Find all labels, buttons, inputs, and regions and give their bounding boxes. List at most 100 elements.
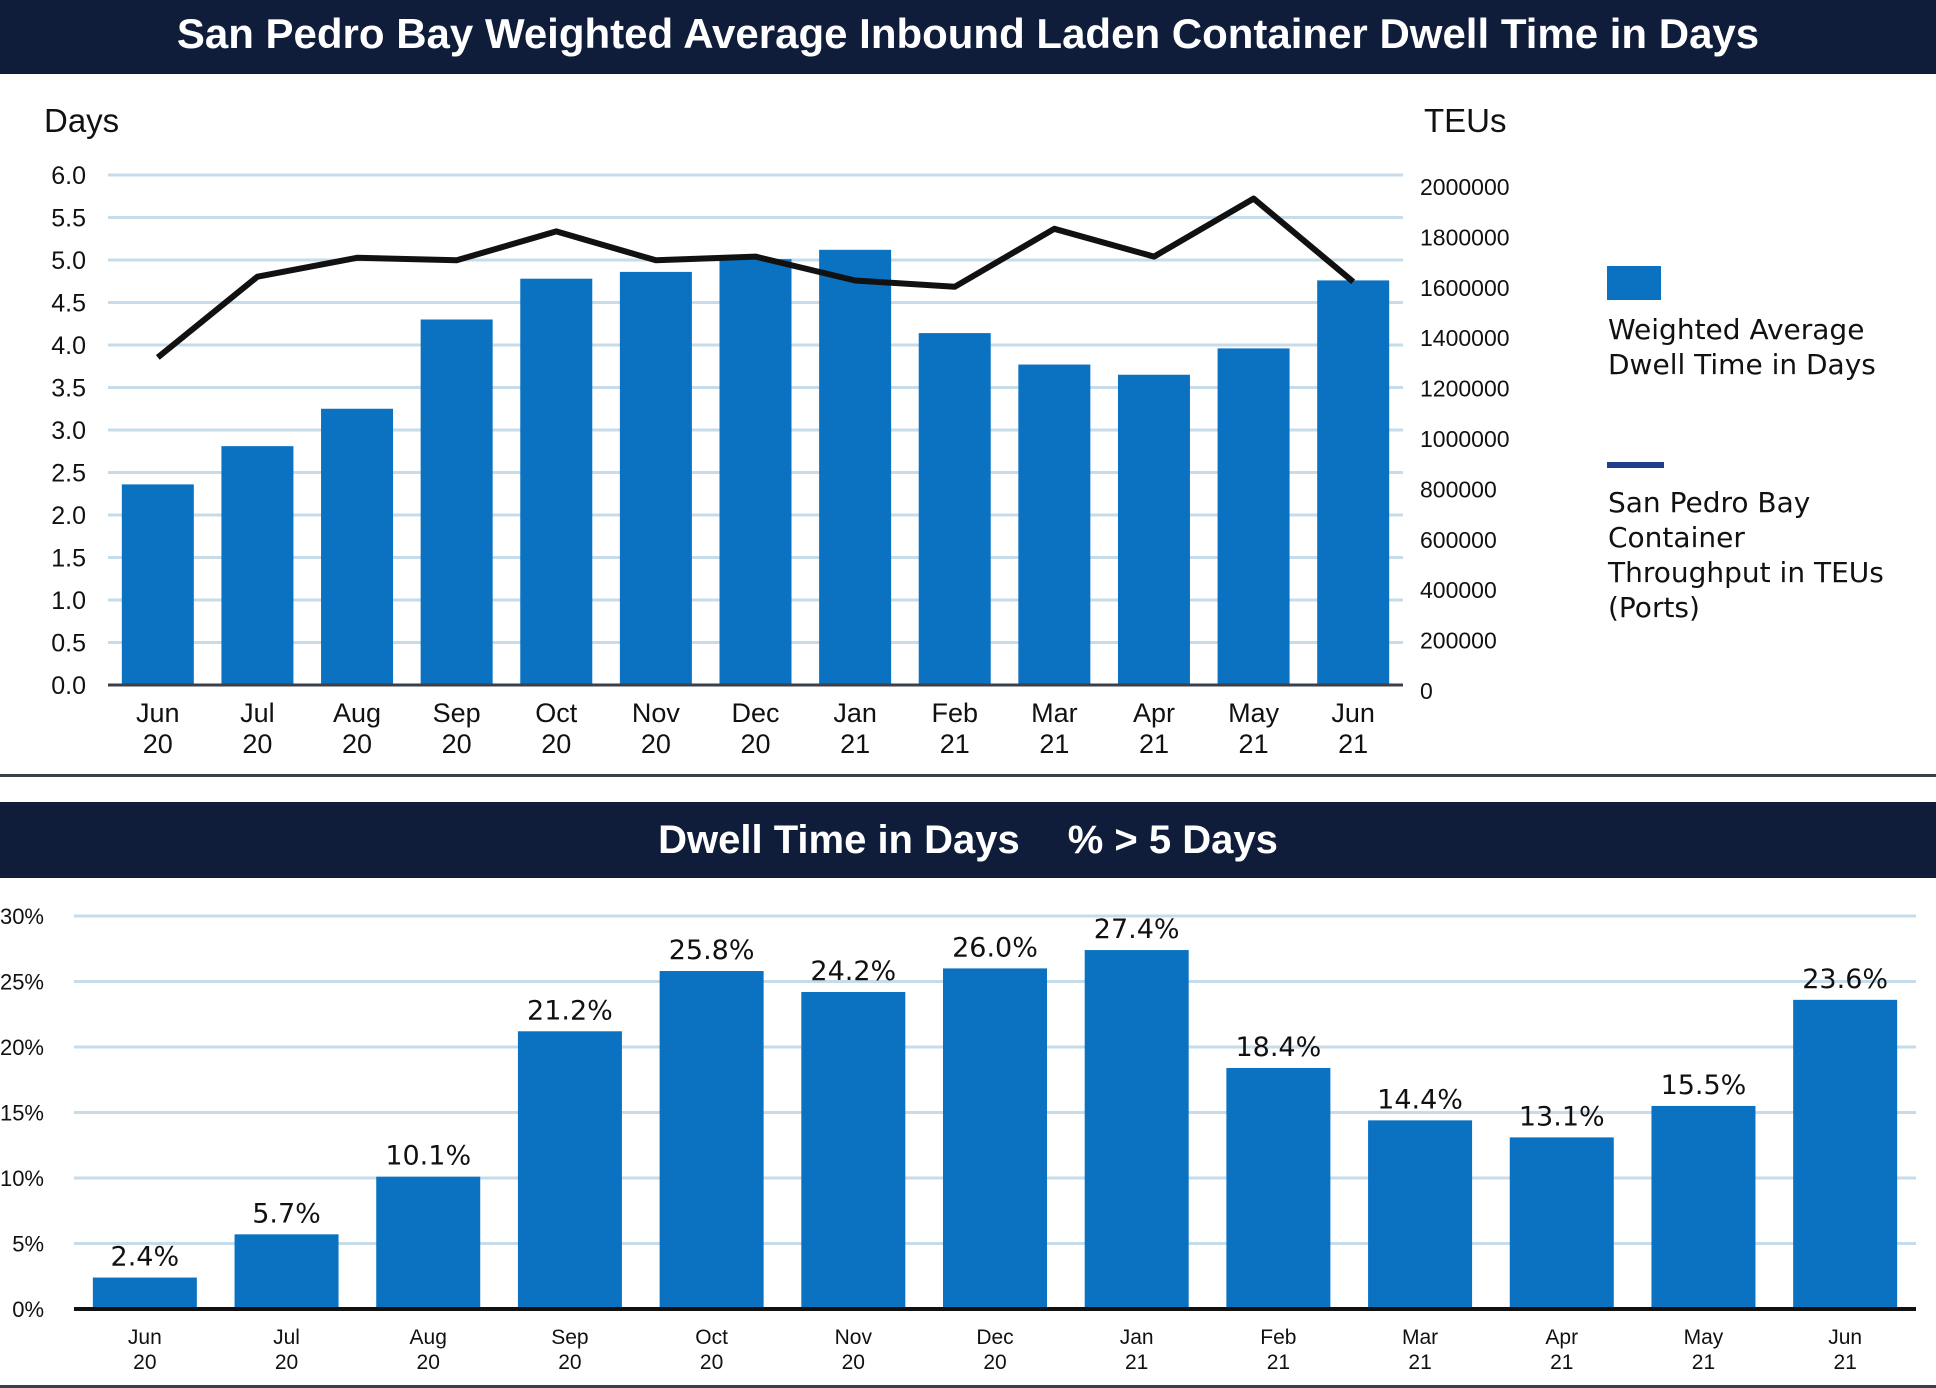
bar (719, 259, 792, 685)
data-label: 14.4% (1377, 1084, 1463, 1115)
bar (1651, 1105, 1756, 1309)
x-tick-label: Jan 21 (833, 698, 877, 759)
legend-swatch-teus (1607, 462, 1664, 468)
x-tick-label: Oct 20 (535, 698, 578, 759)
y-tick-label-right: 400000 (1420, 577, 1497, 603)
data-label: 18.4% (1235, 1032, 1321, 1063)
y-tick-label-left: 0.5 (51, 630, 86, 658)
y-tick-label-right: 2000000 (1420, 174, 1510, 200)
x-tick-label: Aug 20 (333, 698, 381, 759)
bar (918, 333, 991, 685)
x-tick-label: Feb 21 (1260, 1326, 1296, 1374)
bar (943, 968, 1047, 1309)
bar (1368, 1120, 1473, 1309)
x-tick-label: Oct 20 (695, 1326, 728, 1374)
data-label: 10.1% (385, 1141, 471, 1172)
x-tick-label: Nov 20 (632, 698, 681, 759)
y-tick-label: 0% (12, 1297, 44, 1322)
data-label: 2.4% (111, 1242, 180, 1273)
data-label: 25.8% (669, 935, 755, 966)
y-tick-label-left: 5.5 (51, 205, 86, 233)
dwell-percent-chart: 0% 5% 10% 15% 20% 25% 30% 2.4% 5.7% 10.1% 21.2% 25.… (0, 904, 1916, 1374)
bar (1317, 280, 1390, 685)
bar (1117, 374, 1190, 685)
y-tick-label: 25% (0, 970, 44, 995)
y-tick-label: 15% (0, 1101, 44, 1126)
y-tick-label: 10% (0, 1166, 44, 1191)
data-label: 5.7% (252, 1198, 321, 1229)
x-tick-label: Feb 21 (931, 698, 978, 759)
y-tick-label: 30% (0, 904, 44, 929)
y-tick-label: 5% (12, 1232, 44, 1257)
x-tick-label: Jun 21 (1828, 1326, 1862, 1374)
section-title: Dwell Time in Days (658, 818, 1020, 862)
y-tick-label-right: 0 (1420, 678, 1433, 704)
x-tick-label: Sep 20 (551, 1326, 588, 1374)
bar (92, 1277, 197, 1309)
y-tick-label-left: 1.0 (51, 587, 86, 615)
x-tick-label: Sep 20 (433, 698, 481, 759)
x-tick-label: Mar 21 (1031, 698, 1078, 759)
y-tick-label-left: 4.5 (51, 290, 86, 318)
x-tick-label: Jun 21 (1331, 698, 1375, 759)
y-tick-label-left: 2.0 (51, 502, 86, 530)
y-tick-label-left: 2.5 (51, 460, 86, 488)
data-label: 13.1% (1519, 1101, 1605, 1132)
y-tick-label-right: 1000000 (1420, 426, 1510, 452)
x-tick-label: May 21 (1228, 698, 1280, 759)
bar (121, 484, 194, 685)
y-tick-label-left: 4.0 (51, 332, 86, 360)
bar (819, 249, 892, 686)
bar (234, 1234, 339, 1309)
x-tick-label: Jun 20 (136, 698, 180, 759)
data-label: 21.2% (527, 995, 613, 1026)
x-tick-label: Jul 20 (273, 1326, 300, 1374)
section-divider (0, 774, 1936, 777)
bottom-rule (0, 1385, 1936, 1388)
dwell-throughput-chart: 0.0 0.5 1.0 1.5 2.0 2.5 3.0 3.5 4.0 4.5 5.0 5.5 6.0 0… (44, 102, 1664, 759)
legend-label-teus: San Pedro Bay Container Throughput in TE… (1608, 486, 1884, 624)
bar (659, 971, 764, 1309)
legend-swatch-dwell (1607, 266, 1661, 300)
y-tick-label-left: 6.0 (51, 162, 86, 190)
x-tick-label: Jul 20 (240, 698, 275, 759)
chart-title: San Pedro Bay Weighted Average Inbound L… (0, 0, 1936, 74)
bar (221, 446, 294, 685)
y-tick-label-right: 1400000 (1420, 325, 1510, 351)
y-tick-label-right: 200000 (1420, 628, 1497, 654)
bar (1226, 1067, 1331, 1309)
data-label: 24.2% (810, 956, 896, 987)
x-tick-label: May 21 (1684, 1326, 1724, 1374)
x-tick-label: Dec 20 (976, 1326, 1013, 1374)
y-tick-label: 20% (0, 1035, 44, 1060)
y-tick-label-right: 1800000 (1420, 224, 1510, 250)
x-tick-label: Apr 21 (1545, 1326, 1578, 1374)
data-label: 23.6% (1802, 964, 1888, 995)
bar (321, 408, 394, 685)
legend-label-dwell: Weighted Average Dwell Time in Days (1608, 313, 1876, 381)
bar (619, 271, 692, 685)
y-axis-title-right: TEUs (1424, 102, 1507, 139)
x-tick-label: Dec 20 (731, 698, 779, 759)
y-tick-label-right: 800000 (1420, 476, 1497, 502)
y-tick-label-left: 3.0 (51, 417, 86, 445)
section-subtitle: % > 5 Days (1067, 818, 1278, 862)
bar (1084, 950, 1189, 1309)
bar (517, 1031, 622, 1309)
x-tick-label: Nov 20 (835, 1326, 873, 1374)
data-label: 15.5% (1661, 1070, 1747, 1101)
data-label: 26.0% (952, 932, 1038, 963)
x-tick-label: Aug 20 (410, 1326, 447, 1374)
y-tick-label-left: 3.5 (51, 375, 86, 403)
bar (376, 1176, 481, 1309)
bar (520, 278, 593, 685)
bar (1509, 1137, 1614, 1309)
bar (420, 319, 493, 685)
bar (1793, 999, 1898, 1309)
y-tick-label-left: 5.0 (51, 247, 86, 275)
bar (801, 991, 906, 1309)
x-tick-label: Jun 20 (128, 1326, 162, 1374)
bar (1217, 348, 1290, 685)
x-tick-label: Jan 21 (1120, 1326, 1154, 1374)
x-tick-label: Mar 21 (1402, 1326, 1438, 1374)
